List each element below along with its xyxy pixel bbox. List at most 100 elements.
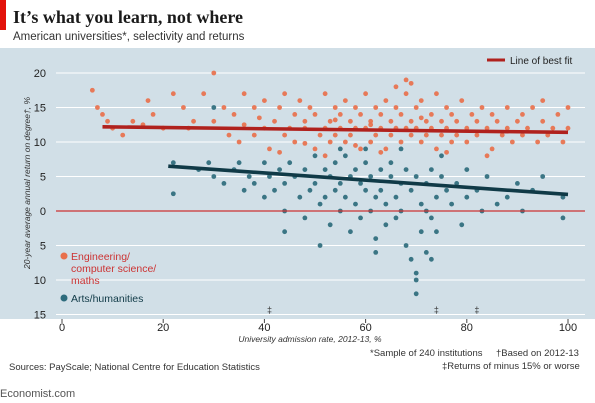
arts-point <box>449 201 455 207</box>
engineering-point <box>454 118 460 124</box>
engineering-point <box>373 105 379 110</box>
engineering-point <box>277 149 282 155</box>
engineering-point <box>459 98 465 103</box>
engineering-point <box>277 105 282 110</box>
y-tick-label: 0 <box>40 206 46 218</box>
engineering-point <box>327 118 333 124</box>
arts-point <box>368 174 374 179</box>
engineering-point <box>403 91 409 97</box>
arts-legend-dot <box>60 294 68 302</box>
engineering-legend-label-line3: maths <box>71 275 100 287</box>
engineering-point <box>393 84 399 90</box>
engineering-point <box>418 139 424 145</box>
engineering-point <box>89 87 95 93</box>
arts-point <box>464 194 470 200</box>
arts-point <box>494 201 500 207</box>
arts-point <box>267 174 272 179</box>
engineering-point <box>353 143 358 148</box>
engineering-point <box>408 80 414 86</box>
arts-point <box>393 194 399 200</box>
footnote-based-on: †Based on 2012-13 <box>496 348 579 359</box>
arts-point <box>327 222 333 228</box>
engineering-point <box>530 105 535 110</box>
engineering-point <box>388 118 394 124</box>
y-tick-label: 10 <box>34 137 46 149</box>
engineering-point <box>565 125 571 131</box>
engineering-point <box>292 112 298 117</box>
arts-point <box>317 201 323 207</box>
arts-point <box>504 194 510 200</box>
engineering-point <box>297 98 303 103</box>
engineering-fit-line <box>102 125 569 135</box>
engineering-point <box>302 140 308 146</box>
arts-point <box>403 243 409 248</box>
engineering-point <box>100 112 105 117</box>
engineering-point <box>469 112 475 117</box>
engineering-point <box>170 91 176 97</box>
arts-point <box>241 187 247 193</box>
engineering-point <box>383 146 389 152</box>
engineering-point <box>418 115 424 121</box>
engineering-point <box>398 112 404 117</box>
engineering-point <box>231 112 237 117</box>
engineering-point <box>413 105 419 110</box>
engineering-point <box>383 98 389 103</box>
engineering-point <box>398 139 404 145</box>
engineering-point <box>444 105 449 110</box>
y-tick-label: 5 <box>40 241 46 253</box>
engineering-point <box>393 105 399 110</box>
engineering-point <box>358 146 363 152</box>
y-tick-label: 15 <box>34 310 46 322</box>
arts-point <box>312 181 318 186</box>
arts-point <box>358 215 363 221</box>
plot-panel <box>0 48 595 319</box>
engineering-point <box>515 118 520 124</box>
arts-point <box>459 222 465 228</box>
engineering-point <box>221 105 227 110</box>
arts-point <box>363 146 368 152</box>
engineering-point <box>464 139 470 145</box>
engineering-point <box>201 91 207 97</box>
arts-point <box>540 174 546 179</box>
outlier-marker: ‡ <box>434 305 439 315</box>
arts-point <box>373 236 379 242</box>
chart-title: It’s what you learn, not where <box>13 7 243 27</box>
engineering-point <box>241 91 247 97</box>
y-tick-labels: 20 15 10 5 0 5 10 15 <box>34 68 46 322</box>
engineering-point <box>555 112 561 117</box>
arts-point <box>515 181 520 186</box>
engineering-point <box>479 105 485 110</box>
engineering-point <box>504 105 510 110</box>
arts-point <box>373 194 379 200</box>
x-axis-label: University admission rate, 2012-13, % <box>238 334 382 344</box>
engineering-point <box>282 132 288 138</box>
engineering-point <box>337 112 343 117</box>
arts-point <box>454 181 460 186</box>
arts-point <box>297 194 303 200</box>
arts-point <box>170 160 176 166</box>
arts-point <box>398 146 404 152</box>
engineering-point <box>251 132 257 138</box>
engineering-point <box>368 139 374 145</box>
outlier-marker: ‡ <box>474 305 479 315</box>
engineering-point <box>241 122 247 128</box>
engineering-legend-label-line1: Engineering/ <box>71 251 130 263</box>
arts-point <box>363 187 368 193</box>
arts-point <box>342 153 348 159</box>
arts-point <box>211 105 217 110</box>
engineering-point <box>540 98 546 103</box>
engineering-point <box>256 115 262 121</box>
x-tick-label: 60 <box>359 322 371 334</box>
engineering-point <box>95 105 100 110</box>
arts-point <box>428 215 434 221</box>
outlier-marker: ‡ <box>267 305 272 315</box>
engineering-point <box>373 132 379 138</box>
arts-point <box>393 215 399 221</box>
engineering-point <box>418 98 424 103</box>
arts-point <box>413 270 419 276</box>
arts-point <box>287 160 293 166</box>
engineering-point <box>504 125 510 131</box>
engineering-point <box>474 132 480 138</box>
arts-point <box>272 187 277 193</box>
